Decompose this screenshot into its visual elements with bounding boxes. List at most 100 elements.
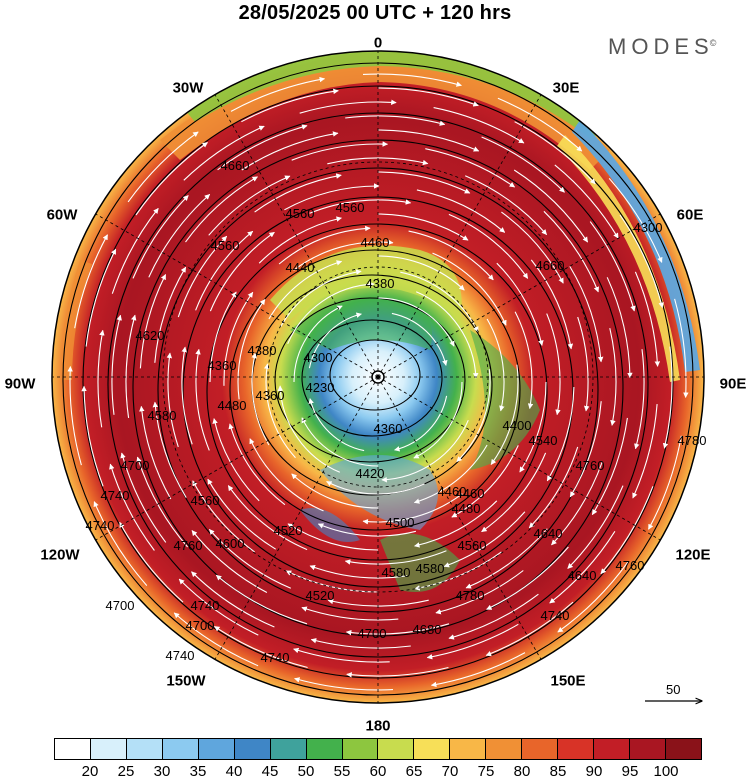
colorbar-swatch: [198, 739, 235, 759]
streamline: [212, 418, 260, 502]
contour-label: 4560: [211, 238, 240, 253]
contour-label: 4580: [382, 565, 411, 580]
colorbar-tick-label: 100: [653, 763, 679, 780]
streamline: [223, 291, 254, 386]
meridian-line: [377, 213, 661, 378]
contour-label: 4760: [174, 538, 203, 553]
colorbar-swatch: [306, 739, 343, 759]
streamline: [93, 501, 148, 586]
streamline: [543, 210, 599, 293]
colorbar-tick-label: 90: [585, 763, 603, 780]
streamline: [485, 601, 574, 657]
streamline: [443, 511, 526, 568]
streamline: [432, 252, 507, 326]
contour-label: 4740: [261, 650, 290, 665]
streamline: [425, 148, 516, 188]
colorbar-swatch: [414, 739, 451, 759]
streamline: [486, 546, 569, 610]
streamline: [293, 305, 343, 383]
longitude-label-90e: 90E: [719, 375, 747, 393]
streamline: [326, 481, 425, 495]
streamline: [362, 73, 462, 87]
colorbar-tick-label: 45: [261, 763, 279, 780]
streamline: [120, 452, 167, 543]
streamline: [317, 523, 417, 537]
streamline: [377, 255, 465, 291]
contour-label: 4360: [256, 388, 285, 403]
streamline: [74, 234, 108, 329]
wind-streamlines: [67, 73, 689, 691]
streamline: [377, 129, 480, 152]
streamline: [609, 327, 617, 426]
contour-label: 4460: [361, 235, 390, 250]
streamline: [191, 530, 268, 593]
brand-logo: MODES©: [608, 34, 716, 60]
meridian-line: [214, 94, 379, 378]
contour-label: 4460: [456, 486, 485, 501]
streamline: [481, 136, 565, 193]
contour-label: 4500: [386, 515, 415, 530]
latitude-circle: [162, 161, 594, 593]
streamline: [413, 444, 488, 504]
colorbar-tick-label: 35: [189, 763, 207, 780]
streamline: [227, 485, 308, 551]
streamline: [514, 311, 534, 410]
contour-label: 4460: [438, 484, 467, 499]
streamline: [251, 352, 270, 446]
longitude-label-150e: 150E: [550, 672, 586, 690]
streamline: [413, 381, 463, 459]
contour-label: 4380: [366, 276, 395, 291]
streamline: [608, 178, 663, 263]
streamline: [414, 500, 498, 548]
streamline: [67, 366, 82, 466]
streamline: [530, 259, 574, 350]
contour-label: 4620: [136, 328, 165, 343]
streamline: [490, 364, 519, 465]
longitude-label-0: 0: [373, 34, 383, 52]
streamline: [465, 528, 548, 589]
longitude-label-30w: 30W: [172, 79, 204, 97]
streamline: [394, 395, 448, 452]
contour-label: 4580: [148, 408, 177, 423]
streamline: [181, 346, 193, 445]
contour-label: 4440: [286, 260, 315, 275]
colorbar-tick-label: 20: [81, 763, 99, 780]
streamline: [674, 298, 689, 398]
streamline: [183, 125, 265, 181]
colorbar-swatch: [378, 739, 415, 759]
streamline: [481, 452, 547, 533]
streamline: [291, 141, 389, 161]
meridian-line: [377, 376, 661, 541]
streamline: [589, 221, 636, 312]
streamline: [448, 593, 539, 640]
streamline: [277, 385, 341, 473]
streamline: [241, 131, 339, 171]
streamline: [177, 235, 228, 318]
contour-label: 4700: [121, 458, 150, 473]
contour-label: 4360: [374, 421, 403, 436]
streamline: [567, 485, 624, 569]
streamline: [451, 445, 519, 518]
contour-label: 4560: [191, 493, 220, 508]
streamline: [192, 480, 255, 553]
streamline: [301, 417, 379, 467]
streamline: [228, 423, 286, 506]
contour-label: 4520: [306, 588, 335, 603]
reference-vector-arrow: [645, 694, 710, 708]
streamline: [600, 486, 654, 575]
streamline: [81, 385, 104, 487]
streamline: [362, 493, 463, 525]
streamline: [166, 352, 179, 448]
meridian-line: [214, 376, 379, 660]
streamline: [569, 266, 604, 363]
contour-label: 4540: [529, 433, 558, 448]
colorbar-tick-label: 65: [405, 763, 423, 780]
colorbar-tick-label: 40: [225, 763, 243, 780]
streamline: [111, 207, 159, 294]
colorbar-swatch: [594, 739, 630, 759]
contour-label: 4660: [221, 158, 250, 173]
contour-label: 4760: [616, 558, 645, 573]
contour-label: 4380: [248, 343, 277, 358]
colorbar-swatch: [630, 739, 666, 759]
streamline: [430, 652, 526, 688]
